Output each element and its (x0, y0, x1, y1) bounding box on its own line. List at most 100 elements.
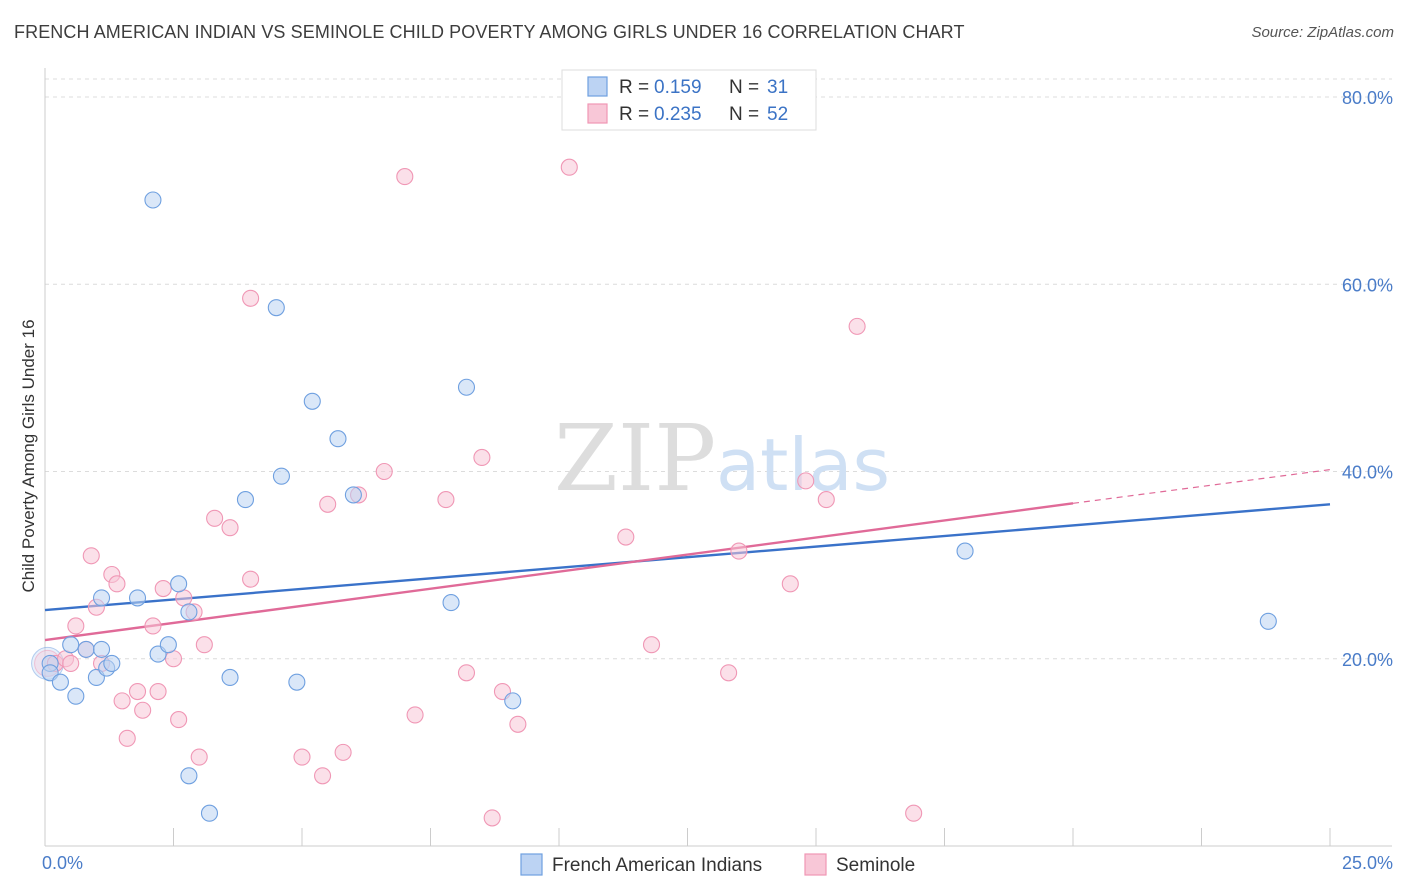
point-seminole (797, 472, 815, 490)
point-seminole (905, 804, 923, 822)
point-french (272, 467, 290, 485)
data-points (31, 158, 1277, 827)
legend-top: R = 0.159 N = 31 R = 0.235 N = 52 (561, 69, 817, 131)
point-french (180, 767, 198, 785)
trend-line-seminole (44, 502, 1074, 642)
point-french (170, 575, 188, 593)
point-french (956, 542, 974, 560)
legend-n-label-french: N = (729, 77, 759, 98)
point-seminole (242, 289, 260, 307)
legend-r-value-french: 0.159 (654, 77, 702, 98)
y-tick-labels: 20.0% 40.0% 60.0% 80.0% (1342, 88, 1393, 670)
point-seminole (560, 158, 578, 176)
trend-lines (44, 469, 1331, 642)
legend-n-value-seminole: 52 (767, 104, 788, 125)
point-seminole (457, 664, 476, 682)
point-french (288, 673, 306, 691)
point-seminole (118, 729, 136, 747)
point-seminole (108, 575, 126, 593)
point-seminole (221, 519, 239, 537)
y-axis-label-group: Child Poverty Among Girls Under 16 (19, 319, 38, 592)
point-seminole (509, 715, 527, 733)
legend-r-label-french: R = (619, 77, 649, 98)
point-seminole (154, 579, 172, 598)
point-seminole (67, 617, 85, 635)
legend-swatch-french (587, 76, 608, 97)
point-french (92, 589, 111, 607)
point-french (344, 486, 362, 504)
point-french (221, 668, 239, 687)
axes (44, 68, 1392, 847)
point-seminole (375, 462, 393, 481)
point-seminole (242, 570, 260, 588)
point-seminole (206, 509, 224, 527)
point-seminole (314, 767, 332, 785)
legend-r-label-seminole: R = (619, 104, 649, 125)
trend-line-seminole-extension (1072, 469, 1331, 504)
point-seminole (730, 542, 748, 560)
legend-r-value-seminole: 0.235 (654, 104, 702, 125)
bottom-legend-swatch-french (520, 853, 543, 876)
point-french (62, 636, 80, 654)
point-french (92, 640, 111, 658)
point-seminole (293, 748, 311, 766)
legend-swatch-seminole (587, 103, 608, 124)
y-tick-label: 40.0% (1342, 463, 1393, 483)
point-seminole (617, 528, 635, 546)
point-seminole (113, 692, 131, 710)
point-seminole (396, 168, 414, 186)
point-seminole (62, 654, 80, 672)
y-tick-label: 60.0% (1342, 275, 1393, 295)
point-french (67, 687, 85, 705)
watermark: ZIP atlas (554, 405, 890, 512)
point-french (77, 640, 95, 658)
y-tick-label: 80.0% (1342, 88, 1393, 108)
point-seminole (190, 748, 208, 766)
point-seminole (319, 495, 337, 513)
point-french (51, 673, 69, 691)
point-seminole (128, 682, 147, 701)
x-tick-label-max: 25.0% (1342, 853, 1393, 873)
y-tick-label: 20.0% (1342, 650, 1393, 670)
point-seminole (406, 706, 424, 724)
y-axis-label: Child Poverty Among Girls Under 16 (19, 319, 38, 592)
source-note: Source: ZipAtlas.com (1251, 24, 1394, 41)
point-seminole (82, 547, 100, 565)
point-french (504, 692, 522, 710)
legend-n-value-french: 31 (767, 77, 788, 98)
x-tick-label-min: 0.0% (42, 853, 83, 873)
point-french (267, 299, 285, 317)
point-seminole (720, 664, 738, 682)
point-seminole (848, 317, 866, 335)
point-seminole (437, 491, 455, 509)
point-french (159, 636, 177, 654)
point-seminole (195, 636, 213, 654)
point-seminole (642, 636, 661, 654)
watermark-atlas: atlas (716, 423, 890, 507)
point-french (103, 654, 121, 672)
bottom-legend-swatch-seminole (804, 853, 827, 876)
point-french (200, 804, 219, 822)
legend-bottom: French American Indians Seminole (520, 853, 915, 876)
point-french (457, 378, 476, 396)
point-french (144, 191, 162, 209)
point-french (1259, 612, 1277, 630)
point-seminole (483, 809, 501, 827)
bottom-legend-label-french: French American Indians (552, 855, 762, 876)
point-seminole (149, 682, 167, 701)
point-seminole (170, 711, 188, 729)
point-seminole (334, 743, 352, 761)
bottom-legend-label-seminole: Seminole (836, 855, 915, 876)
point-french (329, 430, 347, 448)
point-french (236, 491, 255, 509)
legend-n-label-seminole: N = (729, 104, 759, 125)
point-french (442, 594, 460, 612)
point-french (303, 392, 321, 410)
point-french (180, 603, 198, 621)
point-seminole (781, 575, 799, 593)
point-french (128, 589, 147, 607)
point-seminole (817, 491, 835, 509)
chart-title: FRENCH AMERICAN INDIAN VS SEMINOLE CHILD… (14, 22, 965, 42)
watermark-zip: ZIP (554, 405, 716, 512)
